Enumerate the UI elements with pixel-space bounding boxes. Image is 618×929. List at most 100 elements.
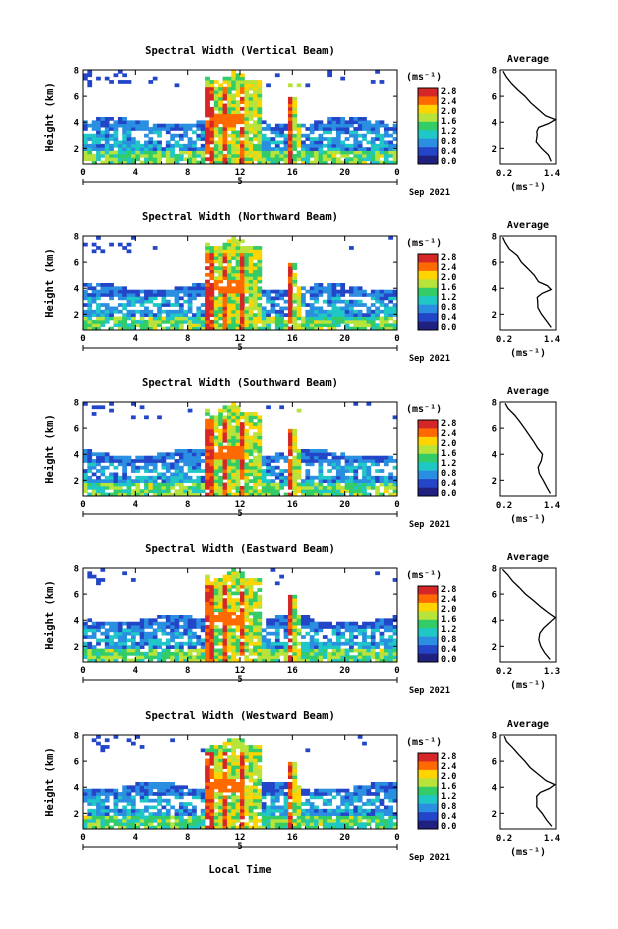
heatmap-cell: [222, 418, 228, 423]
heatmap-cell: [274, 792, 280, 796]
heatmap-cell: [305, 658, 311, 663]
heatmap-cell: [213, 594, 219, 599]
heatmap-cell: [305, 631, 311, 636]
heatmap-cell: [91, 326, 97, 331]
heatmap-cell: [287, 658, 293, 663]
heatmap-cell: [235, 289, 241, 294]
heatmap-cell: [266, 485, 271, 490]
heatmap-cell: [274, 133, 280, 138]
heatmap-cell: [287, 299, 293, 304]
heatmap-cell: [218, 153, 223, 158]
heatmap-cell: [209, 323, 215, 328]
heatmap-cell: [126, 815, 132, 820]
heatmap-cell: [222, 604, 228, 609]
heatmap-cell: [344, 621, 350, 626]
heatmap-cell: [344, 130, 350, 135]
heatmap-cell: [331, 658, 337, 663]
heatmap-cell: [261, 648, 267, 653]
heatmap-cell: [222, 316, 228, 321]
heatmap-cell: [222, 299, 228, 304]
heatmap-cell: [261, 120, 267, 125]
heatmap-cell: [148, 326, 154, 331]
heatmap-cell: [209, 415, 215, 420]
heatmap-cell: [135, 489, 141, 494]
heatmap-cell: [213, 113, 219, 118]
heatmap-cell: [148, 299, 154, 304]
heatmap-cell: [96, 485, 101, 490]
heatmap-cell: [349, 482, 354, 487]
heatmap-cell: [139, 405, 145, 410]
heatmap-cell: [104, 825, 110, 830]
heatmap-cell: [209, 604, 215, 609]
heatmap-cell: [388, 140, 394, 145]
heatmap-cell: [122, 313, 128, 317]
heatmap-cell: [165, 802, 171, 806]
heatmap-cell: [366, 635, 372, 639]
heatmap-cell: [375, 150, 380, 155]
heatmap-cell: [248, 802, 254, 806]
colorbar-tick-label: 2.0: [441, 439, 456, 449]
heatmap-cell: [222, 123, 228, 128]
heatmap-cell: [222, 455, 228, 460]
heatmap-cell: [152, 621, 158, 626]
heatmap-cell: [222, 408, 228, 413]
heatmap-cell: [209, 485, 215, 490]
heatmap-cell: [161, 123, 167, 128]
heatmap-cell: [305, 808, 311, 813]
heatmap-cell: [344, 299, 350, 304]
avg-x-tick-label: 0.2: [496, 667, 512, 677]
heatmap-cell: [392, 150, 398, 155]
heatmap-cell: [122, 127, 128, 131]
heatmap-cell: [196, 465, 202, 470]
heatmap-cell: [183, 641, 189, 646]
heatmap-cell: [122, 658, 128, 663]
heatmap-cell: [253, 745, 258, 749]
heatmap-cell: [87, 651, 93, 656]
heatmap-cell: [257, 475, 263, 480]
heatmap-cell: [157, 615, 162, 619]
heatmap-cell: [139, 299, 145, 304]
heatmap-cell: [148, 489, 154, 494]
heatmap-cell: [174, 289, 180, 294]
heatmap-cell: [192, 625, 197, 629]
heatmap-cell: [235, 160, 241, 165]
heatmap-cell: [287, 818, 293, 823]
heatmap-cell: [235, 73, 241, 78]
heatmap-cell: [235, 588, 241, 592]
heatmap-cell: [318, 289, 324, 294]
heatmap-cell: [362, 628, 367, 633]
heatmap-cell: [244, 266, 250, 270]
heatmap-cell: [178, 316, 184, 321]
heatmap-cell: [244, 645, 250, 649]
heatmap-cell: [305, 323, 311, 328]
heatmap-cell: [222, 795, 228, 800]
heatmap-cell: [213, 415, 219, 420]
heatmap-cell: [261, 658, 267, 663]
heatmap-cell: [205, 455, 210, 460]
heatmap-cell: [366, 472, 372, 477]
heatmap-cell: [174, 127, 180, 131]
heatmap-cell: [296, 299, 302, 304]
heatmap-cell: [257, 100, 263, 104]
heatmap-cell: [117, 455, 123, 460]
heatmap-cell: [257, 93, 263, 98]
heatmap-cell: [152, 150, 158, 155]
heatmap-cell: [257, 449, 263, 453]
heatmap-cell: [96, 319, 101, 324]
heatmap-cell: [165, 618, 171, 623]
heatmap-cell: [196, 818, 202, 823]
heatmap-cell: [122, 117, 128, 121]
heatmap-cell: [100, 465, 106, 470]
heatmap-cell: [357, 323, 363, 328]
heatmap-cell: [196, 648, 202, 653]
heatmap-cell: [235, 143, 241, 148]
heatmap-cell: [257, 252, 263, 257]
heatmap-cell: [213, 655, 219, 660]
heatmap-cell: [205, 120, 210, 125]
heatmap-cell: [240, 758, 245, 763]
heatmap-cell: [200, 323, 206, 328]
heatmap-cell: [270, 303, 276, 307]
heatmap-cell: [157, 309, 162, 314]
heatmap-cell: [266, 641, 271, 646]
heatmap-cell: [152, 628, 158, 633]
